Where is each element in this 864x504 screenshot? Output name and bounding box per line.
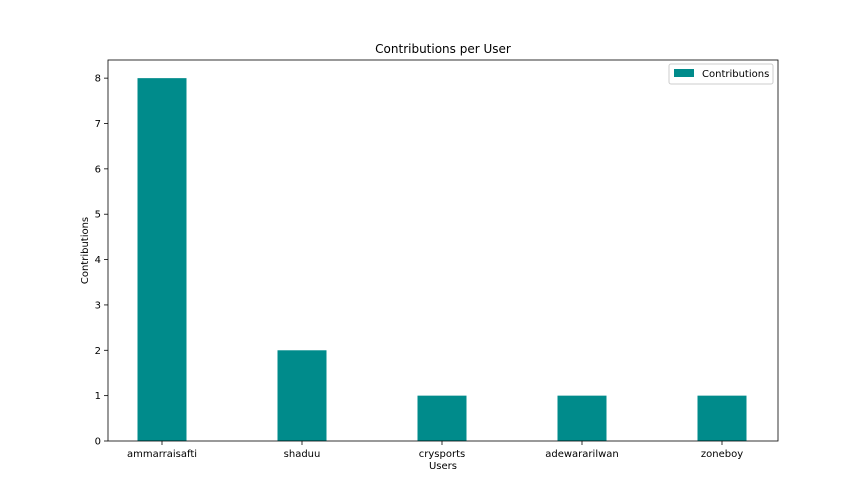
y-tick-label: 2 [95,346,101,357]
axes-frame [107,59,779,442]
bar-ammarraisafti [137,78,187,442]
bar-adewararilwan [557,395,607,441]
y-tick-label: 0 [95,437,101,448]
y-tick-label: 5 [95,210,101,221]
y-tick-label: 1 [95,391,101,402]
y-tick-label: 4 [95,255,101,266]
x-tick-label: zoneboy [701,449,743,460]
legend-box [668,63,774,85]
y-tick-label: 3 [95,300,101,311]
bars [137,78,747,442]
x-tick-label: ammarraisafti [127,449,197,460]
x-tick-label: crysports [419,449,465,460]
x-tick-label: shaduu [284,449,321,460]
bar-zoneboy [697,395,747,441]
legend-swatch [674,69,694,77]
y-axis-label: Contributions [80,217,91,284]
x-axis-label: Users [429,461,457,472]
legend-label: Contributions [702,69,769,80]
y-tick-label: 7 [95,119,101,130]
chart-title: Contributions per User [375,42,511,56]
bar-crysports [417,395,467,441]
bar-shaduu [277,350,327,441]
legend: Contributions [668,63,774,85]
y-tick-label: 8 [95,74,101,85]
x-tick-label: adewararilwan [545,449,619,460]
y-tick-label: 6 [95,164,101,175]
x-axis-ticks: ammarraisafti shaduu crysports adewararilwa… [127,441,743,460]
y-axis-ticks: 0 1 2 3 4 5 6 7 8 [95,74,108,448]
